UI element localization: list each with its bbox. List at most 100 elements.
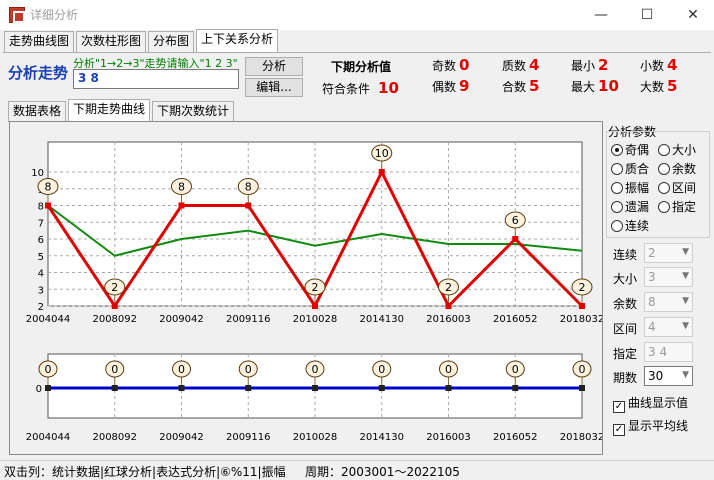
show-curve-value-checkbox[interactable]: ✓ 曲线显示值 (613, 394, 688, 413)
radio-dot (611, 182, 623, 194)
x-tick-label: 2008092 (92, 314, 137, 325)
value-bubble (305, 360, 325, 378)
minimize-button[interactable]: — (594, 7, 608, 23)
trend-chart: 2345678910200404420080922009042200911620… (26, 141, 602, 443)
close-button[interactable]: ✕ (687, 7, 699, 23)
maximize-button[interactable]: ☐ (640, 7, 654, 23)
x-tick-label: 2010028 (293, 432, 338, 443)
chevron-down-icon: ▼ (682, 321, 689, 331)
show-average-checkbox[interactable]: ✓ 显示平均线 (613, 417, 688, 436)
radio-label: 指定 (672, 200, 697, 214)
tab-relation-analysis[interactable]: 上下关系分析 (196, 29, 279, 52)
tab-next-count[interactable]: 下期次数统计 (152, 101, 235, 122)
title-bar: 详细分析 — ☐ ✕ (0, 0, 714, 30)
stat-even-label: 偶数 (432, 80, 457, 94)
radio-dot (611, 220, 623, 232)
specified-input[interactable]: 3 4 (644, 342, 693, 362)
stat-composite-value: 5 (529, 77, 540, 95)
x-tick-label: 2014130 (359, 432, 404, 443)
consecutive-select[interactable]: 2 ▼ (644, 243, 693, 263)
stat-big: 大数 5 (640, 77, 677, 95)
value-bubble (37, 178, 59, 195)
chevron-down-icon: ▼ (682, 296, 689, 306)
pattern-input[interactable]: 3 8 (73, 69, 239, 89)
radio-amplitude[interactable]: 振幅 (611, 179, 649, 196)
data-point (512, 236, 519, 242)
value-bubble (439, 360, 458, 378)
radio-size[interactable]: 大小 (658, 141, 696, 158)
radio-omission[interactable]: 遗漏 (611, 198, 649, 215)
data-label: 0 (445, 363, 452, 376)
size-select[interactable]: 3 ▼ (644, 267, 693, 287)
data-label: 0 (111, 363, 118, 376)
data-label: 8 (245, 181, 252, 194)
stat-min-label: 最小 (571, 59, 596, 73)
y-tick-label: 10 (31, 168, 44, 179)
y-tick-label: 5 (38, 252, 44, 263)
x-tick-label: 2009116 (226, 314, 271, 325)
tab-trend-curve[interactable]: 走势曲线图 (4, 31, 75, 52)
stat-odd: 奇数 0 (432, 56, 469, 74)
value-bubble (105, 360, 125, 378)
radio-prime-composite[interactable]: 质合 (611, 160, 649, 177)
value-bubble (237, 178, 259, 195)
tab-next-trend[interactable]: 下期走势曲线 (68, 99, 151, 122)
data-label: 2 (445, 281, 452, 294)
data-point (579, 303, 585, 309)
select-value: 30 (648, 369, 664, 383)
chevron-down-icon: ▼ (682, 271, 689, 281)
radio-label: 连续 (625, 219, 650, 233)
stat-small-value: 4 (667, 56, 678, 74)
x-tick-label: 2018032 (560, 314, 602, 325)
analyze-button[interactable]: 分析 (245, 57, 303, 76)
stat-even-value: 9 (459, 77, 470, 95)
stat-small: 小数 4 (640, 56, 677, 74)
status-columns: 双击列：统计数据|红球分析|表达式分析|⑥%11|振幅 (4, 465, 286, 479)
value-bubble (104, 278, 126, 296)
value-bubble (38, 360, 58, 378)
params-title: 分析参数 (608, 125, 657, 139)
remainder-label: 余数 (613, 297, 638, 311)
match-value: 10 (378, 79, 399, 97)
select-value: 3 (648, 270, 656, 284)
radio-dot (611, 163, 623, 175)
tab-count-bars[interactable]: 次数柱形图 (76, 31, 147, 52)
remainder-select[interactable]: 8 ▼ (644, 292, 693, 312)
tab-data-table[interactable]: 数据表格 (8, 101, 67, 122)
data-point (178, 202, 185, 209)
radio-label: 区间 (672, 181, 697, 195)
data-point (512, 385, 519, 391)
data-label: 0 (378, 363, 385, 376)
radio-odd-even[interactable]: 奇偶 (611, 141, 649, 158)
interval-select[interactable]: 4 ▼ (644, 317, 693, 337)
periods-select[interactable]: 30 ▼ (644, 366, 693, 386)
consecutive-label: 连续 (613, 248, 638, 262)
radio-remainder[interactable]: 余数 (658, 160, 696, 177)
stat-max-value: 10 (598, 77, 619, 95)
chevron-down-icon: ▼ (682, 370, 689, 380)
value-bubble (371, 144, 393, 162)
match-label: 符合条件 (322, 82, 371, 96)
data-point (111, 385, 118, 391)
stat-composite: 合数 5 (502, 77, 539, 95)
x-tick-label: 2016052 (493, 314, 538, 325)
radio-consecutive[interactable]: 连续 (611, 217, 649, 234)
stat-prime-value: 4 (529, 56, 540, 74)
radio-specified[interactable]: 指定 (658, 198, 696, 215)
x-tick-label: 2004044 (26, 314, 71, 325)
params-group (606, 131, 710, 238)
tab-distribution[interactable]: 分布图 (148, 31, 195, 52)
y-tick-label: 4 (38, 269, 44, 280)
stat-odd-value: 0 (459, 56, 470, 74)
data-label: 2 (111, 281, 118, 294)
edit-button[interactable]: 编辑... (245, 78, 303, 97)
radio-interval[interactable]: 区间 (658, 179, 696, 196)
x-tick-label: 2009042 (159, 314, 204, 325)
data-label: 0 (45, 363, 52, 376)
data-label: 0 (512, 363, 519, 376)
periods-label: 期数 (613, 371, 638, 385)
check-icon: ✓ (613, 401, 625, 413)
data-label: 0 (245, 363, 252, 376)
data-point (312, 385, 318, 391)
value-bubble (572, 360, 592, 378)
